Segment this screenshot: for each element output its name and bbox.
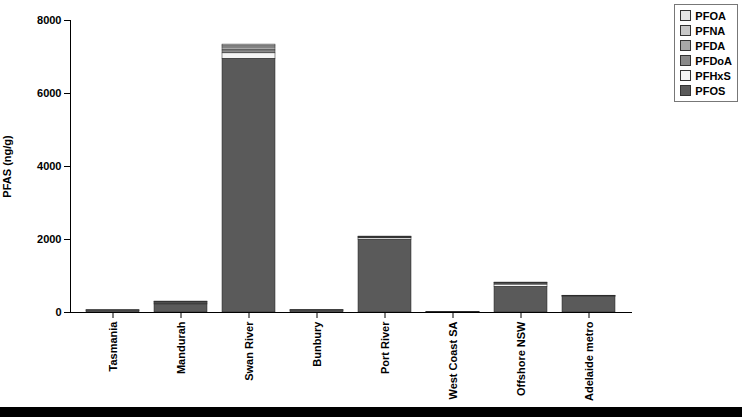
svg-text:West Coast SA: West Coast SA (447, 321, 459, 399)
svg-text:PFAS (ng/g): PFAS (ng/g) (1, 135, 13, 198)
html-text:PFDoA: PFDoA (695, 54, 732, 67)
svg-text:Tasmania: Tasmania (107, 321, 119, 372)
svg-text:Port River: Port River (379, 321, 391, 374)
html-text:PFOS: PFOS (695, 84, 726, 97)
svg-text:Adelaide metro: Adelaide metro (583, 321, 595, 401)
svg-text:0: 0 (55, 306, 61, 318)
svg-text:Offshore NSW: Offshore NSW (515, 321, 527, 396)
html-text:PFHxS: PFHxS (695, 69, 731, 82)
svg-text:Bunbury: Bunbury (311, 321, 323, 367)
svg-text:4000: 4000 (37, 160, 61, 172)
html-text:PFNA: PFNA (695, 24, 726, 37)
html-text:PFDA: PFDA (695, 39, 726, 52)
svg-text:6000: 6000 (37, 87, 61, 99)
svg-text:2000: 2000 (37, 233, 61, 245)
svg-text:Swan River: Swan River (243, 321, 255, 381)
svg-text:8000: 8000 (37, 14, 61, 26)
svg-text:Mandurah: Mandurah (175, 321, 187, 374)
html-text:PFOA: PFOA (695, 9, 726, 22)
